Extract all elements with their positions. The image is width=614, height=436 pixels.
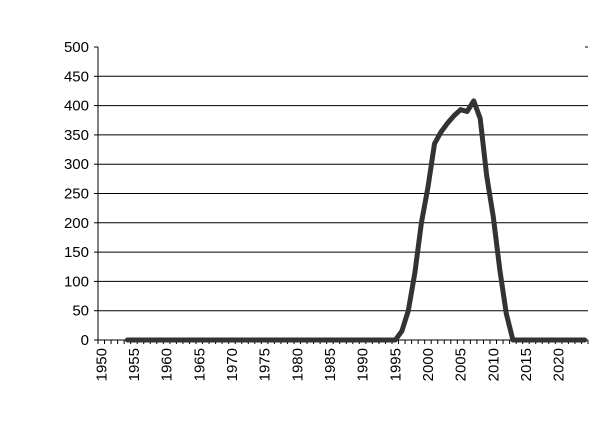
x-tick-label: 1970: [224, 348, 241, 381]
y-tick-label: 50: [72, 303, 89, 320]
y-tick-label: 0: [81, 332, 89, 349]
x-tick-label: 2010: [485, 348, 502, 381]
x-tick-label: 1960: [159, 348, 176, 381]
y-tick-label: 500: [64, 39, 89, 56]
y-tick-label: 300: [64, 156, 89, 173]
x-tick-label: 1955: [126, 348, 143, 381]
y-tick-label: 250: [64, 186, 89, 203]
y-tick-label: 150: [64, 244, 89, 261]
y-tick-label: 100: [64, 273, 89, 290]
x-tick-label: 2000: [420, 348, 437, 381]
y-tick-label: 400: [64, 98, 89, 115]
x-tick-label: 2020: [551, 348, 568, 381]
y-tick-label: 200: [64, 215, 89, 232]
x-tick-label: 1990: [355, 348, 372, 381]
x-tick-label: 1980: [289, 348, 306, 381]
x-tick-label: 1985: [322, 348, 339, 381]
x-tick-label: 1965: [191, 348, 208, 381]
y-tick-label: 450: [64, 68, 89, 85]
x-tick-label: 1950: [93, 348, 110, 381]
y-tick-label: 350: [64, 127, 89, 144]
x-tick-label: 1975: [257, 348, 274, 381]
x-tick-label: 2015: [518, 348, 535, 381]
x-tick-label: 1995: [387, 348, 404, 381]
series-line: [127, 101, 584, 340]
x-tick-label: 2005: [453, 348, 470, 381]
